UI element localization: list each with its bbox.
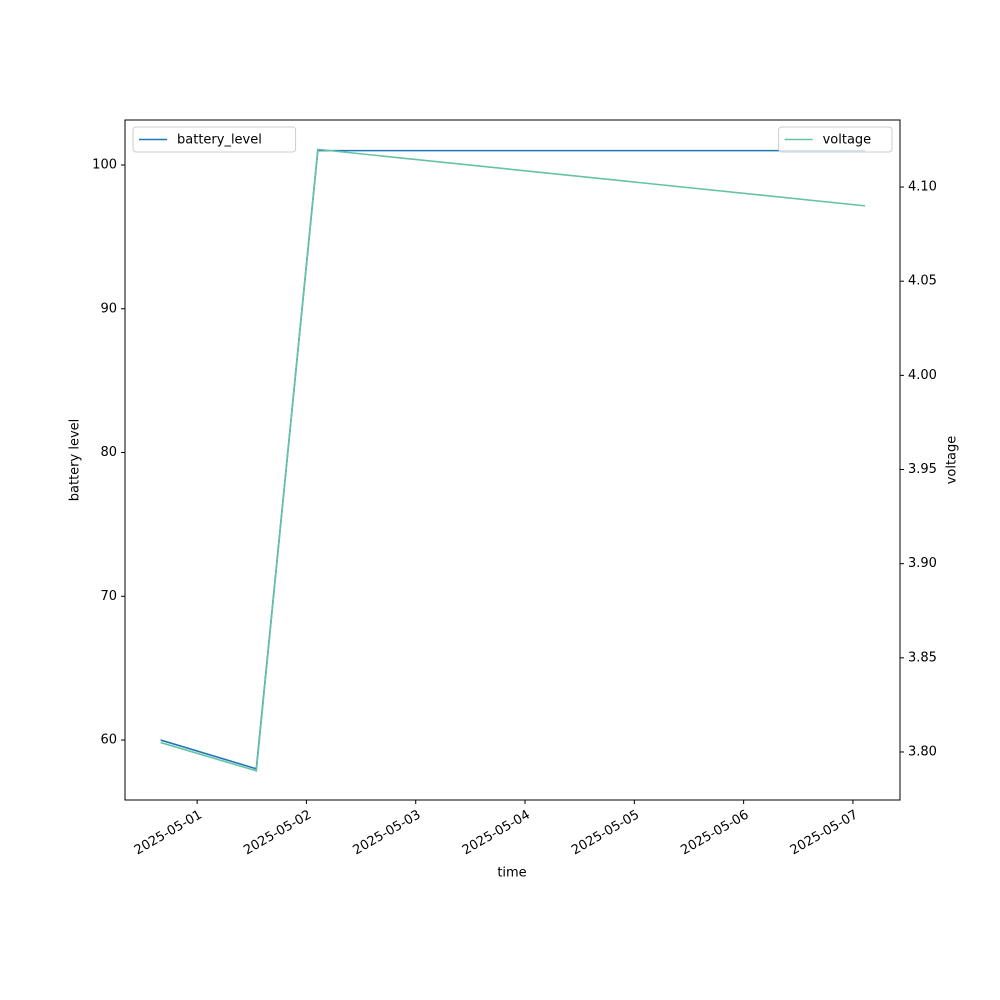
y2-tick-label: 4.05 — [908, 274, 937, 289]
x-tick-label: 2025-05-04 — [460, 808, 533, 859]
x-tick-label: 2025-05-03 — [351, 808, 424, 859]
line-series — [160, 148, 866, 772]
y2-tick-label: 3.85 — [908, 650, 937, 665]
y2-tick-label: 4.10 — [908, 180, 937, 195]
x-tick-label: 2025-05-07 — [788, 808, 861, 859]
y-tick-label: 100 — [92, 157, 117, 172]
legend-label: voltage — [823, 133, 872, 148]
x-tick-label: 2025-05-05 — [569, 808, 642, 859]
x-tick-label: 2025-05-06 — [678, 808, 751, 859]
y2-tick-label: 4.00 — [908, 368, 937, 383]
x-tick-label: 2025-05-01 — [132, 808, 205, 859]
x-tick-label: 2025-05-02 — [241, 808, 314, 859]
y2-tick-label: 3.95 — [908, 462, 937, 477]
y-tick-label: 90 — [100, 301, 117, 316]
y-tick-label: 70 — [100, 589, 117, 604]
plot-frame — [124, 119, 901, 801]
y2-axis-label: voltage — [945, 436, 960, 485]
y-axis-label: battery level — [68, 419, 83, 502]
x-axis-label: time — [497, 866, 526, 881]
legend-label: battery_level — [177, 133, 262, 148]
y2-tick-label: 3.80 — [908, 744, 937, 759]
y-tick-label: 80 — [100, 445, 117, 460]
y-tick-label: 60 — [100, 733, 117, 748]
legend-box — [778, 126, 893, 153]
legend-box — [132, 126, 297, 153]
y2-tick-label: 3.90 — [908, 556, 937, 571]
